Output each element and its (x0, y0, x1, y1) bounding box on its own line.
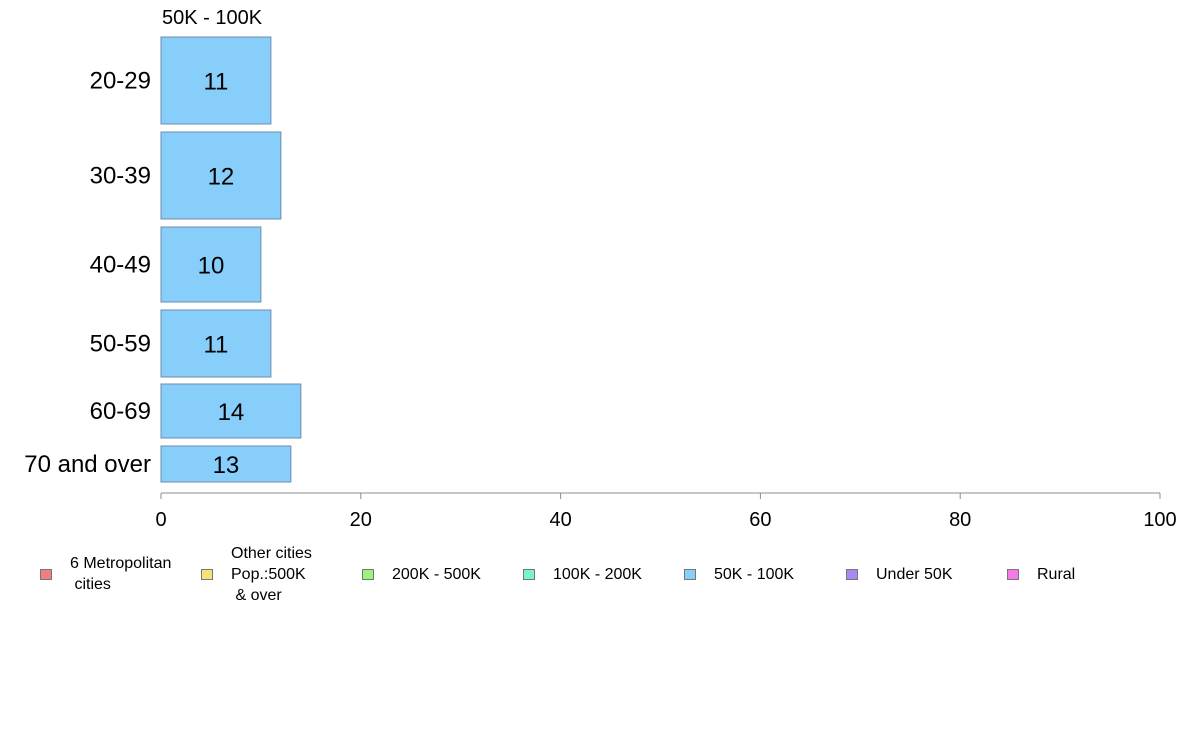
bar-value-label: 10 (198, 253, 225, 280)
legend-item: 100K - 200K (523, 564, 642, 585)
category-label: 40-49 (90, 252, 151, 279)
legend-label: 50K - 100K (714, 565, 795, 583)
category-label: 70 and over (24, 451, 151, 478)
legend-label: 6 Metropolitan cities (70, 555, 172, 593)
legend-item: 6 Metropolitan cities (40, 553, 171, 595)
legend-item: 50K - 100K (684, 564, 794, 585)
bar-value-label: 11 (203, 332, 228, 359)
legend-label: Under 50K (876, 565, 953, 583)
legend-item: Rural (1007, 564, 1075, 585)
bar-value-label: 13 (213, 452, 240, 479)
bar (160, 36, 272, 125)
x-tick-label: 20 (350, 509, 372, 531)
bar-value-label: 11 (203, 69, 228, 96)
category-label: 60-69 (90, 398, 151, 425)
x-tick-label: 0 (155, 509, 166, 531)
legend-label: Other cities Pop.:500K & over (231, 544, 312, 604)
x-tick-label: 60 (749, 509, 771, 531)
bar (160, 383, 302, 439)
bar (160, 226, 262, 303)
bar (160, 445, 292, 483)
chart-title: 50K - 100K (162, 7, 263, 29)
bar (160, 131, 282, 220)
category-label: 30-39 (90, 163, 151, 190)
bar-value-label: 12 (208, 164, 235, 191)
legend-label: 100K - 200K (553, 565, 642, 583)
legend-swatch (846, 568, 858, 580)
category-label: 50-59 (90, 331, 151, 358)
x-tick-label: 80 (949, 509, 971, 531)
legend-label: Rural (1037, 565, 1076, 583)
x-axis: 0 20 40 60 80 100 (155, 492, 1177, 531)
legend-swatch (362, 568, 374, 580)
legend-item: Other cities Pop.:500K & over (201, 543, 312, 606)
bars-group: 20-29 11 30-39 12 40-49 10 50-59 11 60-69 14 70 an… (24, 36, 302, 483)
x-tick-label: 100 (1143, 509, 1176, 531)
legend-swatch (523, 568, 535, 580)
legend-swatch (1007, 568, 1019, 580)
legend-label: 200K - 500K (392, 565, 481, 583)
legend-swatch (201, 568, 213, 580)
category-label: 20-29 (90, 68, 151, 95)
legend-swatch (684, 568, 696, 580)
bar (160, 309, 272, 378)
legend-item: 200K - 500K (362, 564, 481, 585)
x-tick-label: 40 (549, 509, 571, 531)
legend-item: Under 50K (846, 564, 953, 585)
bar-value-label: 14 (218, 399, 245, 426)
legend-swatch (40, 568, 52, 580)
